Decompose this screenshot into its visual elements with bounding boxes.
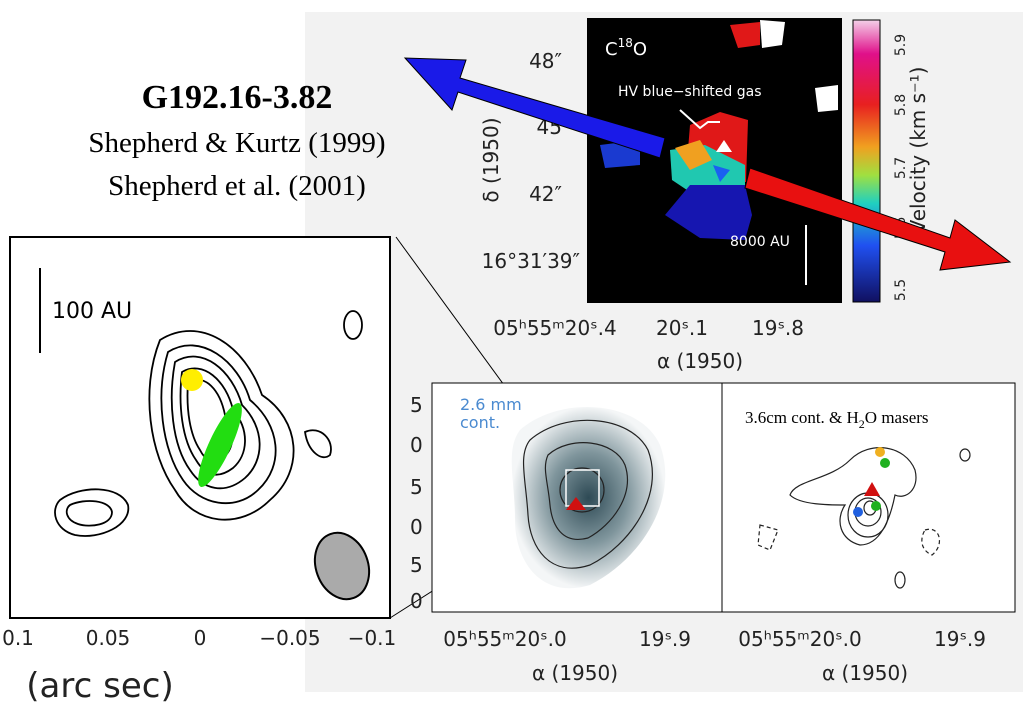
co-blob [665, 185, 752, 240]
contour [789, 447, 917, 546]
species-label: C18O [605, 36, 647, 60]
x-tick-label: 05ʰ55ᵐ20ˢ.0 [738, 627, 861, 651]
green-disk [198, 403, 242, 487]
y-tick-label: 48″ [529, 49, 562, 73]
x-tick-label: 19ˢ.8 [752, 316, 804, 340]
maser [880, 458, 890, 468]
species: O [633, 39, 647, 60]
contour [959, 448, 971, 462]
y-axis-label: δ (1950) [479, 117, 503, 202]
x-axis-label: α (1950) [532, 661, 618, 685]
x-axis-label: (arc sec) [26, 666, 173, 706]
contour [170, 355, 261, 490]
yellow-marker [181, 369, 203, 391]
colorbar-tick-label: 5.9 [893, 34, 909, 56]
contour [304, 429, 332, 459]
star-marker [566, 497, 586, 510]
label-subscript: 2 [859, 417, 865, 431]
contour [544, 442, 628, 540]
species: C [605, 39, 618, 60]
panel-label: 2.6 mm [460, 395, 522, 414]
x-tick-label: 20ˢ.1 [656, 316, 708, 340]
label-box [740, 404, 1002, 430]
star-marker [864, 482, 880, 496]
contour [148, 330, 295, 521]
beam [313, 531, 371, 601]
maser [871, 501, 881, 511]
co-blob [760, 20, 785, 48]
scale-label: 8000 AU [730, 234, 790, 250]
mm-emission [511, 407, 666, 589]
co-blob [815, 85, 838, 112]
colorbar-tick-label: 5.8 [893, 94, 909, 116]
label-part: 3.6cm cont. & H [745, 408, 859, 427]
contour [559, 467, 605, 513]
contour [343, 310, 363, 340]
contour [179, 367, 246, 476]
y-tick-label: 5 [410, 393, 423, 417]
x-tick-label: 19ˢ.9 [639, 627, 691, 651]
x-tick-label: −0.05 [259, 626, 320, 650]
co-blob [713, 165, 730, 182]
contour [921, 528, 941, 556]
red-arrow [744, 167, 1012, 271]
colorbar [852, 19, 881, 303]
scale-label: 100 AU [52, 299, 132, 324]
y-tick-label: 42″ [529, 182, 562, 206]
y-tick-label: 0 [410, 433, 423, 457]
y-tick-label: 5 [410, 475, 423, 499]
y-tick-label: 0 [410, 589, 423, 613]
reference: Shepherd & Kurtz (1999) [88, 127, 385, 159]
label-part: O masers [865, 408, 929, 427]
contour [54, 488, 130, 537]
x-tick-label: 0 [194, 626, 207, 650]
contours [757, 447, 971, 589]
co-blob [675, 140, 712, 170]
y-tick-label: 0 [410, 515, 423, 539]
co-blob [730, 22, 760, 48]
contour [65, 500, 113, 527]
maser [853, 507, 863, 517]
x-tick-label: 0.1 [2, 626, 34, 650]
x-tick-label: 05ʰ55ᵐ20ˢ.4 [493, 316, 616, 340]
x-tick-label: 05ʰ55ᵐ20ˢ.0 [443, 627, 566, 651]
x-tick-label: 0.05 [86, 626, 131, 650]
x-axis-label: α (1950) [657, 349, 743, 373]
y-tick-label: 5 [410, 553, 423, 577]
x-tick-label: 19ˢ.9 [934, 627, 986, 651]
y-tick-label: 16°31′39″ [482, 249, 580, 273]
reference: Shepherd et al. (2001) [108, 170, 366, 202]
star-marker [716, 140, 732, 152]
contour [894, 571, 906, 589]
contour [522, 419, 653, 569]
pointer [679, 109, 720, 130]
x-tick-label: −0.1 [348, 626, 397, 650]
colorbar-tick-label: 5.5 [893, 279, 909, 301]
annotation: HV blue−shifted gas [618, 84, 762, 100]
contour [160, 344, 277, 505]
x-axis-label: α (1950) [822, 661, 908, 685]
colorbar-tick-label: 5.7 [893, 157, 909, 179]
contours [54, 310, 363, 537]
species-isotope: 18 [618, 36, 633, 50]
blue-arrow [403, 57, 666, 159]
maser [875, 447, 885, 457]
panel-label: cont. [460, 413, 500, 432]
title: G192.16-3.82 [142, 79, 333, 116]
colorbar-label: Velocity (km s⁻¹) [906, 67, 930, 234]
contours [522, 419, 653, 569]
contour [757, 524, 779, 551]
panel-label: 3.6cm cont. & H2O masers [745, 408, 929, 431]
